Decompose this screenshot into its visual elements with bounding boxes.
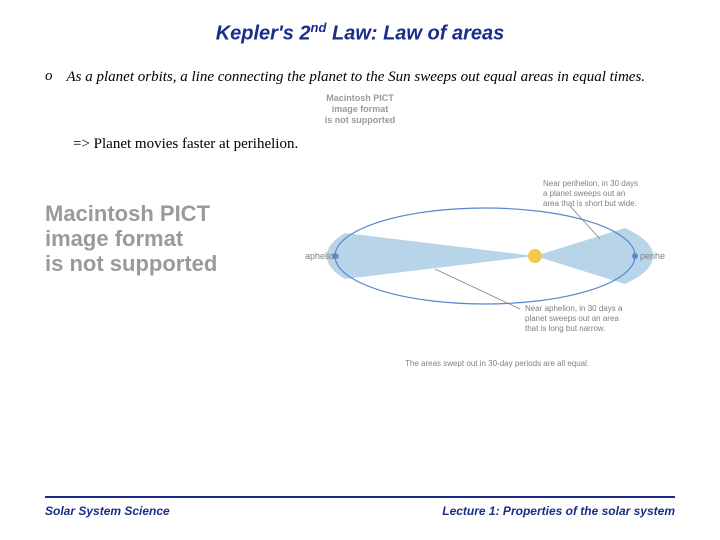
diagram-row: Macintosh PICT image format is not suppo… — [45, 171, 675, 381]
pict-large-line: Macintosh PICT — [45, 201, 295, 226]
implication-text: => Planet movies faster at perihelion. — [73, 136, 675, 153]
bullet-item: o As a planet orbits, a line connecting … — [45, 68, 675, 88]
footer-row: Solar System Science Lecture 1: Properti… — [45, 504, 675, 518]
pict-large-line: image format — [45, 226, 295, 251]
aphelion-label: aphelion — [305, 251, 339, 261]
slide-title: Kepler's 2nd Law: Law of areas — [45, 20, 675, 46]
pict-small-line: is not supported — [45, 115, 675, 126]
slide: Kepler's 2nd Law: Law of areas o As a pl… — [0, 0, 720, 540]
pict-large-line: is not supported — [45, 251, 295, 276]
near-aph-line: Near aphelion, in 30 days a — [525, 304, 623, 313]
perihelion-dot — [632, 253, 638, 259]
near-peri-line: Near perihelion, in 30 days — [543, 179, 638, 188]
bullet-text: As a planet orbits, a line connecting th… — [67, 68, 646, 88]
footer-left: Solar System Science — [45, 504, 170, 518]
kepler-diagram: aphelion perihelion Near perihelion, in … — [305, 171, 665, 381]
pict-unsupported-large: Macintosh PICT image format is not suppo… — [45, 171, 295, 277]
footer-divider — [45, 496, 675, 498]
near-peri-line: a planet sweeps out an — [543, 189, 625, 198]
near-peri-line: area that is short but wide. — [543, 199, 637, 208]
bullet-marker: o — [45, 68, 53, 88]
sun — [528, 249, 542, 263]
leader-perihelion — [570, 206, 600, 239]
perihelion-label: perihelion — [640, 251, 665, 261]
pict-small-line: Macintosh PICT — [45, 93, 675, 104]
near-aph-line: that is long but narrow. — [525, 324, 606, 333]
pict-unsupported-small: Macintosh PICT image format is not suppo… — [45, 93, 675, 125]
wedge-left — [327, 233, 535, 279]
pict-small-line: image format — [45, 104, 675, 115]
near-aph-line: planet sweeps out an area — [525, 314, 619, 323]
diagram-caption: The areas swept out in 30-day periods ar… — [405, 359, 589, 368]
footer-right: Lecture 1: Properties of the solar syste… — [442, 504, 675, 518]
footer: Solar System Science Lecture 1: Properti… — [45, 496, 675, 518]
